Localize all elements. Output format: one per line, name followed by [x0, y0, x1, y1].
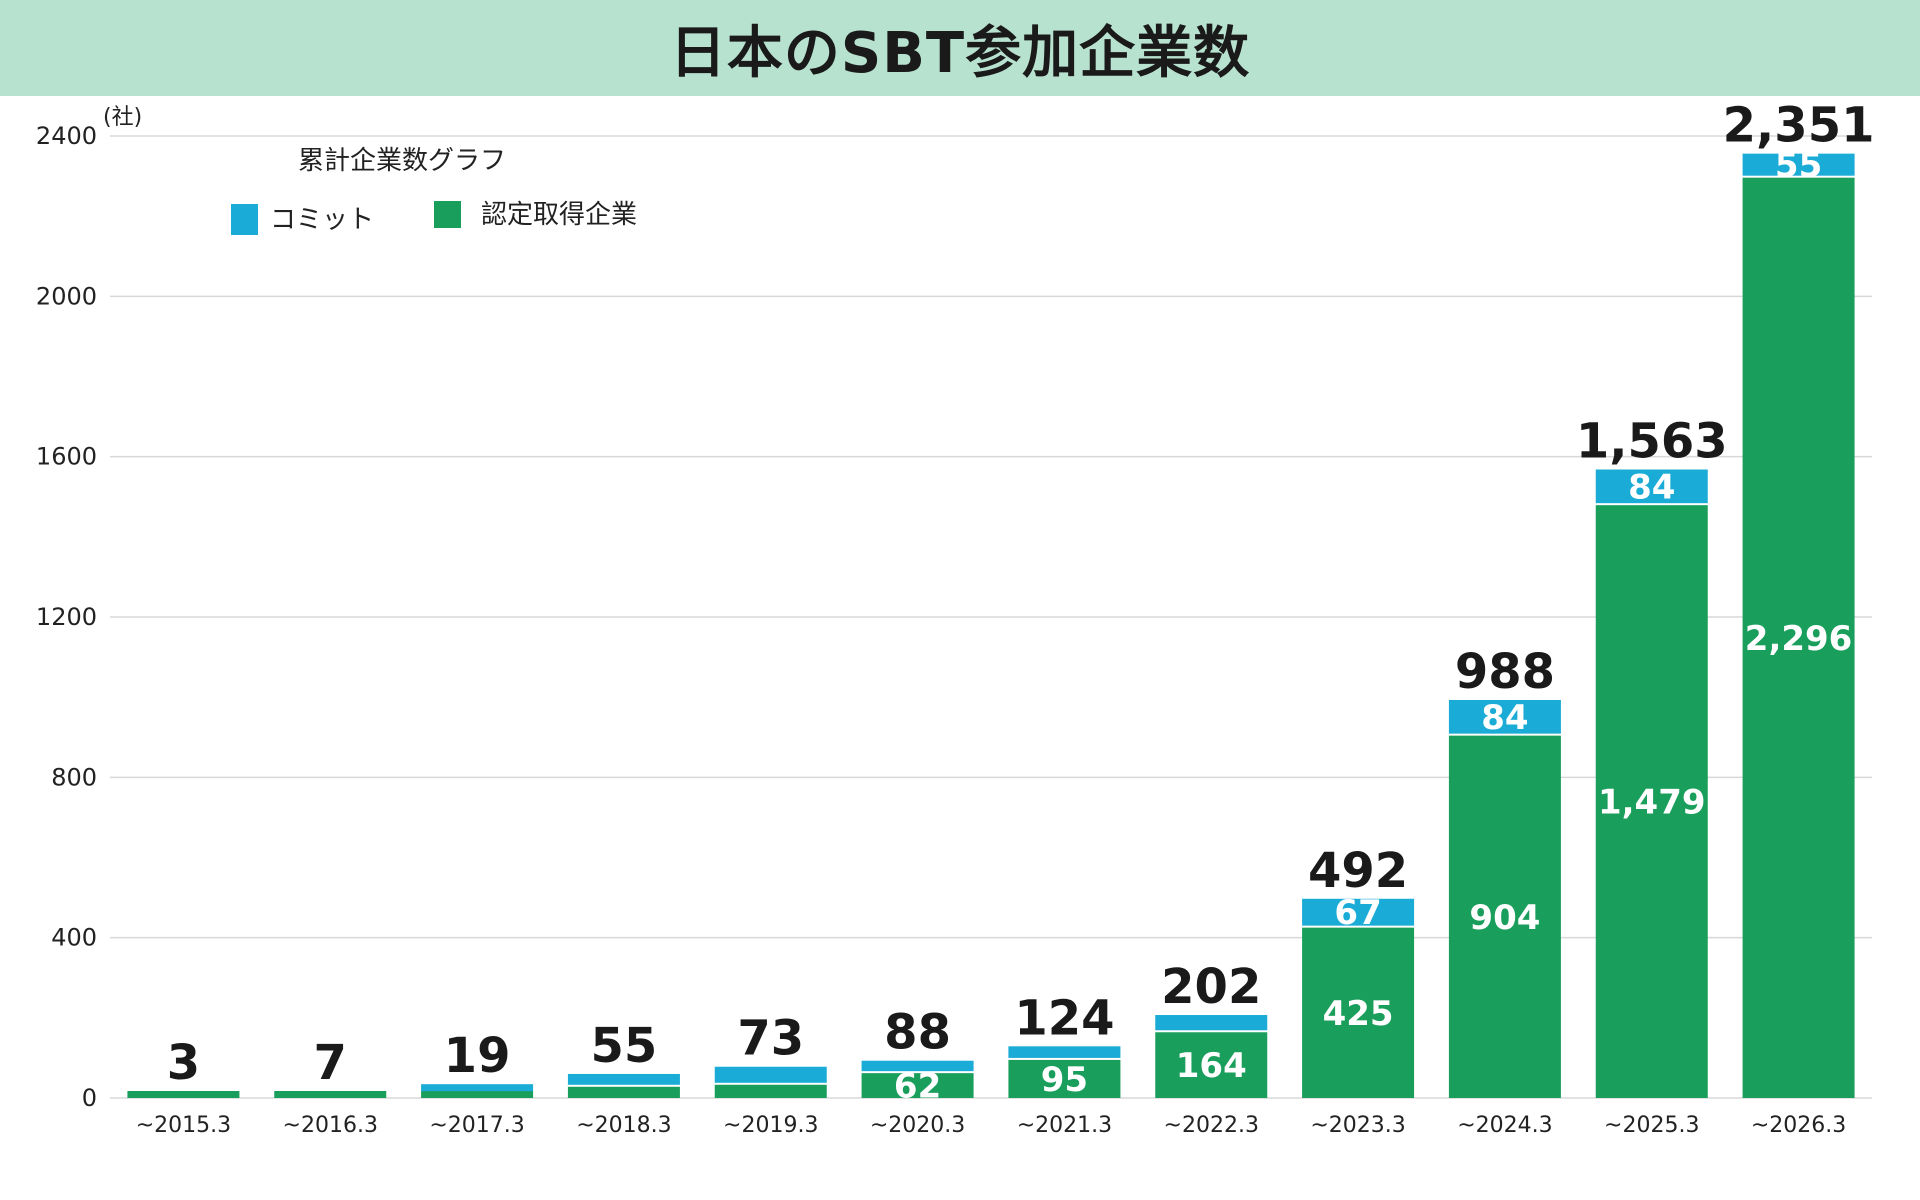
- x-axis-ticks: ~2015.3 ~2016.3 ~2017.3 ~2018.3 ~2019.3 ~2020…: [136, 1113, 1847, 1138]
- x-tick-label: ~2018.3: [576, 1113, 671, 1138]
- segment-label: 164: [1176, 1046, 1247, 1086]
- bar-segment-commit: [1448, 699, 1561, 734]
- bar-segment-commit: [567, 1073, 680, 1085]
- bar-segment-commit: [1302, 898, 1415, 926]
- bar-segment-commit: [861, 1060, 974, 1072]
- legend-label-commit: コミット: [270, 205, 374, 235]
- segment-label: 425: [1323, 994, 1394, 1034]
- x-tick-label: ~2024.3: [1457, 1113, 1552, 1138]
- y-tick-label: 1600: [36, 443, 97, 471]
- segment-label: 904: [1469, 898, 1540, 938]
- legend-swatch-certified: [434, 201, 461, 228]
- bar-segment-commit: [1742, 153, 1855, 176]
- x-tick-label: ~2019.3: [723, 1113, 818, 1138]
- total-label: 7: [314, 1035, 347, 1091]
- bar-segment-commit: [421, 1084, 534, 1092]
- x-tick-label: ~2017.3: [429, 1113, 524, 1138]
- title-bar: 日本のSBT参加企業数: [0, 0, 1920, 96]
- x-tick-label: ~2022.3: [1164, 1113, 1259, 1138]
- bar-segment-certified: [1302, 927, 1415, 1098]
- bar-segment-certified: [1448, 735, 1561, 1098]
- y-tick-label: 1200: [36, 603, 97, 631]
- y-tick-label: 2400: [36, 122, 97, 150]
- segment-label: 2,296: [1745, 619, 1853, 659]
- segment-label: 95: [1041, 1060, 1088, 1100]
- bar-segment-certified: [714, 1084, 827, 1098]
- x-tick-label: ~2026.3: [1751, 1113, 1846, 1138]
- bar-segment-commit: [1595, 469, 1708, 504]
- legend-title: 累計企業数グラフ: [298, 146, 506, 176]
- bar-segment-commit: [1155, 1015, 1268, 1031]
- x-tick-label: ~2016.3: [283, 1113, 378, 1138]
- legend: 累計企業数グラフ コミット 認定取得企業: [231, 146, 637, 235]
- total-label: 988: [1455, 644, 1555, 700]
- total-label: 492: [1308, 843, 1408, 899]
- x-tick-label: ~2023.3: [1310, 1113, 1405, 1138]
- x-tick-label: ~2025.3: [1604, 1113, 1699, 1138]
- chart-area: 0 400 800 1200 1600 2000 2400 (社) 3 7 19 55 73 62 88…: [36, 98, 1875, 1138]
- total-label: 202: [1161, 959, 1261, 1015]
- legend-label-certified: 認定取得企業: [481, 200, 637, 230]
- total-label: 3: [167, 1035, 200, 1091]
- y-tick-label: 2000: [36, 282, 97, 310]
- x-tick-label: ~2015.3: [136, 1113, 231, 1138]
- total-label: 2,351: [1723, 98, 1875, 154]
- segment-label: 1,479: [1598, 783, 1706, 823]
- bar-segment-certified: [567, 1086, 680, 1098]
- total-label: 88: [884, 1005, 951, 1061]
- total-label: 19: [444, 1028, 511, 1084]
- segment-label: 62: [894, 1067, 941, 1107]
- bar-segment-certified: [1155, 1032, 1268, 1098]
- bar-segment-certified: [127, 1091, 240, 1098]
- segment-label: 55: [1775, 146, 1822, 186]
- total-label: 124: [1014, 990, 1114, 1046]
- bar-segment-certified: [861, 1073, 974, 1098]
- y-tick-label: 400: [51, 924, 97, 952]
- bar-segment-certified: [274, 1091, 387, 1098]
- bar-segment-certified: [1008, 1059, 1121, 1098]
- total-label: 55: [591, 1018, 658, 1074]
- gridlines: [110, 135, 1872, 1099]
- x-tick-label: ~2021.3: [1017, 1113, 1112, 1138]
- segment-label: 67: [1334, 893, 1381, 933]
- bar-segment-commit: [714, 1066, 827, 1083]
- y-axis-ticks: 0 400 800 1200 1600 2000 2400: [36, 122, 97, 1112]
- legend-swatch-commit: [231, 204, 258, 235]
- total-label: 1,563: [1576, 413, 1728, 469]
- bar-segment-certified: [1742, 177, 1855, 1099]
- unit-label: (社): [103, 105, 142, 130]
- segment-label: 84: [1628, 467, 1675, 507]
- bar-segment-commit: [1008, 1046, 1121, 1058]
- x-tick-label: ~2020.3: [870, 1113, 965, 1138]
- total-label: 73: [737, 1011, 804, 1067]
- bar-segment-certified: [1595, 505, 1708, 1099]
- bar-segment-certified: [421, 1091, 534, 1098]
- chart-title: 日本のSBT参加企業数: [669, 20, 1251, 86]
- y-tick-label: 800: [51, 763, 97, 791]
- segment-label: 84: [1481, 698, 1528, 738]
- y-tick-label: 0: [82, 1084, 97, 1112]
